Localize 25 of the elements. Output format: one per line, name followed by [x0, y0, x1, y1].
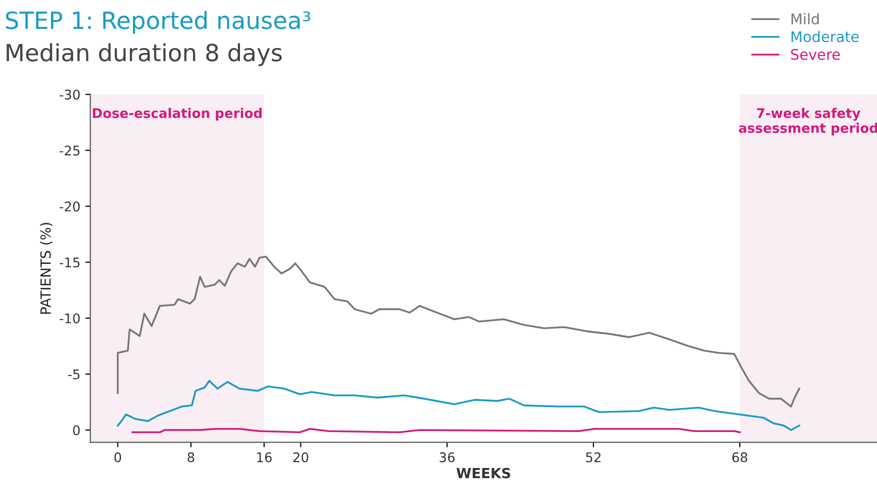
y-tick-label: -30 [60, 90, 80, 100]
y-tick-label: -15 [60, 258, 80, 268]
line-series [116, 256, 800, 408]
x-tick-label: 20 [293, 452, 308, 462]
y-axis-title: PATIENTS (%) [40, 222, 52, 314]
x-tick-label: 16 [257, 452, 272, 462]
y-tick-label: -25 [60, 146, 80, 156]
line-series [116, 380, 800, 431]
band-label: 7-week safety assessment period [738, 108, 877, 136]
chart-subtitle: Median duration 8 days [6, 43, 282, 66]
x-axis-title: WEEKS [456, 468, 510, 478]
chart-title: STEP 1: Reported nausea³ [6, 10, 310, 34]
legend-label: Moderate [792, 30, 859, 42]
band-label: Dose-escalation period [92, 108, 262, 121]
x-tick-label: 52 [586, 452, 601, 462]
x-tick-label: 0 [114, 452, 122, 462]
legend-label: Severe [791, 48, 840, 60]
x-tick-label: 68 [732, 452, 748, 462]
y-tick-label: 0 [73, 425, 80, 436]
legend-label: Mild [792, 13, 819, 24]
x-tick-label: 36 [440, 452, 455, 462]
y-tick-label: -5 [68, 369, 80, 380]
x-tick-label: 8 [188, 452, 194, 462]
y-tick-label: -10 [60, 313, 80, 324]
y-tick-label: -20 [60, 202, 80, 212]
